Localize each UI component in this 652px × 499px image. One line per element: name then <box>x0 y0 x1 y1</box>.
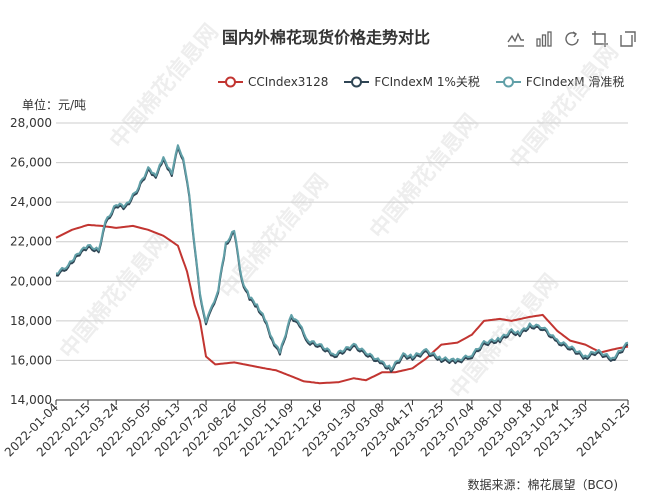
watermark-text: 中国棉花信息网 <box>105 19 224 154</box>
y-tick-label: 26,000 <box>10 156 52 170</box>
watermark-text: 中国棉花信息网 <box>505 39 624 174</box>
zoom-back-icon[interactable] <box>618 29 638 49</box>
series-line-2 <box>55 144 629 371</box>
y-tick-label: 14,000 <box>10 393 52 407</box>
restore-icon[interactable] <box>562 29 582 49</box>
y-tick-label: 24,000 <box>10 195 52 209</box>
series-line-0 <box>55 223 629 385</box>
y-tick-label: 28,000 <box>10 116 52 130</box>
y-tick-label: 16,000 <box>10 353 52 367</box>
legend-label: FCIndexM 1%关税 <box>374 75 480 89</box>
legend-item[interactable]: FCIndexM 1%关税 <box>344 73 480 90</box>
series-lines <box>55 144 629 385</box>
bar-chart-icon[interactable] <box>534 29 554 49</box>
y-axis-unit-label: 单位：元/吨 <box>22 98 87 112</box>
legend-label: FCIndexM 滑准税 <box>525 75 625 89</box>
grid <box>56 122 628 361</box>
line-chart-icon[interactable] <box>506 29 526 49</box>
series-line-1 <box>55 146 629 373</box>
legend-swatch-icon <box>344 76 370 87</box>
data-source-text: 数据来源：棉花展望（BCO) <box>467 478 618 492</box>
watermark-text: 中国棉花信息网 <box>365 109 484 244</box>
y-tick-label: 22,000 <box>10 235 52 249</box>
chart-title: 国内外棉花现货价格走势对比 <box>221 28 430 47</box>
legend-swatch-icon <box>495 76 521 87</box>
chart-legend: CCIndex3128 FCIndexM 1%关税 FCIndexM 滑准税 <box>218 73 624 90</box>
legend-item[interactable]: FCIndexM 滑准税 <box>495 73 625 90</box>
watermark: 中国棉花信息网 中国棉花信息网 中国棉花信息网中国棉花信息网中国棉花信息网中国棉花信… <box>55 19 624 404</box>
legend-swatch-icon <box>218 76 243 87</box>
y-tick-label: 20,000 <box>10 274 52 288</box>
legend-label: CCIndex3128 <box>248 74 329 89</box>
y-tick-label: 18,000 <box>10 314 52 328</box>
data-zoom-icon[interactable] <box>590 29 610 49</box>
legend-item[interactable]: CCIndex3128 <box>218 73 328 90</box>
watermark-text: 中国棉花信息网 <box>215 169 334 304</box>
watermark-text: 中国棉花信息网 <box>55 229 174 364</box>
chart-toolbox <box>506 29 638 49</box>
